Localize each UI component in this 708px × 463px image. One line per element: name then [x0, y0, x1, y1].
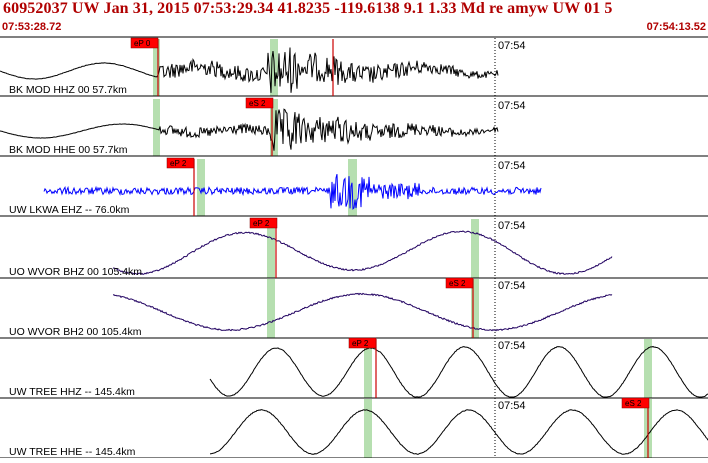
- pick-label: eS 2: [249, 99, 266, 108]
- seismogram-panel[interactable]: eP 0 eS 2 eP 2 eP 2 eS 2 eP 2 eS 2 07:54 BK MOD…: [0, 36, 708, 459]
- time-tick-label: 07:54: [498, 220, 526, 232]
- seismogram-trace: [0, 47, 499, 93]
- phase-highlight: [270, 99, 278, 156]
- station-label: UW LKWA EHZ -- 76.0km: [9, 204, 130, 216]
- seismogram-trace: [209, 409, 708, 455]
- seismogram-trace: [43, 173, 542, 210]
- time-tick-label: 07:54: [498, 280, 526, 292]
- time-tick-label: 07:54: [498, 100, 526, 112]
- phase-highlight: [197, 159, 205, 216]
- time-tick-label: 07:54: [498, 40, 526, 52]
- pick-flag[interactable]: [445, 277, 474, 289]
- station-label: BK MOD HHE 00 57.7km: [9, 144, 128, 156]
- event-header: 60952037 UW Jan 31, 2015 07:53:29.34 41.…: [0, 0, 708, 36]
- phase-highlight: [644, 339, 652, 398]
- phase-highlight: [364, 399, 372, 458]
- window-end-time: 07:54:13.52: [646, 21, 706, 33]
- phase-highlight: [471, 219, 479, 278]
- picks-layer[interactable]: eP 0 eS 2 eP 2 eP 2 eS 2 eP 2 eS 2: [130, 37, 650, 458]
- time-tick-label: 07:54: [498, 160, 526, 172]
- seismogram-trace: [0, 108, 499, 151]
- phase-highlight: [153, 39, 160, 96]
- phase-highlight: [267, 219, 275, 278]
- seismogram-trace: [112, 230, 613, 276]
- event-title: 60952037 UW Jan 31, 2015 07:53:29.34 41.…: [3, 0, 613, 17]
- time-tick-label: 07:54: [498, 400, 526, 412]
- pick-flag[interactable]: [348, 337, 377, 349]
- pick-label: eP 2: [253, 219, 270, 228]
- time-tick-label: 07:54: [498, 340, 526, 352]
- pick-flag[interactable]: [621, 397, 650, 409]
- station-label: UO WVOR BH2 00 105.4km: [9, 326, 142, 338]
- pick-label: eP 2: [352, 339, 369, 348]
- highlights-layer: [153, 39, 652, 458]
- pick-flag[interactable]: [245, 97, 274, 109]
- pick-label: eS 2: [449, 279, 466, 288]
- seismogram-canvas[interactable]: eP 0 eS 2 eP 2 eP 2 eS 2 eP 2 eS 2 07:54 BK MOD…: [0, 36, 708, 459]
- phase-highlight: [267, 279, 275, 338]
- station-label: UW TREE HHZ -- 145.4km: [9, 386, 135, 398]
- seismogram-trace: [209, 345, 708, 398]
- station-label: UW TREE HHE -- 145.4km: [9, 446, 136, 458]
- pick-flag[interactable]: [130, 37, 159, 49]
- traces-layer: [0, 47, 708, 455]
- station-label: UO WVOR BHZ 00 105.4km: [9, 266, 142, 278]
- pick-flag[interactable]: [166, 157, 195, 169]
- pick-label: eP 0: [134, 39, 151, 48]
- pick-flag[interactable]: [249, 217, 278, 229]
- seismogram-trace: [112, 292, 613, 332]
- phase-highlight: [471, 279, 479, 338]
- phase-highlight: [153, 99, 160, 156]
- phase-highlight: [364, 339, 372, 398]
- station-label: BK MOD HHZ 00 57.7km: [9, 84, 127, 96]
- pick-label: eP 2: [170, 159, 187, 168]
- window-start-time: 07:53:28.72: [2, 21, 62, 33]
- pick-label: eS 2: [625, 399, 642, 408]
- labels-layer: 07:54 BK MOD HHZ 00 57.7km 07:54 BK MOD HHE…: [9, 40, 526, 458]
